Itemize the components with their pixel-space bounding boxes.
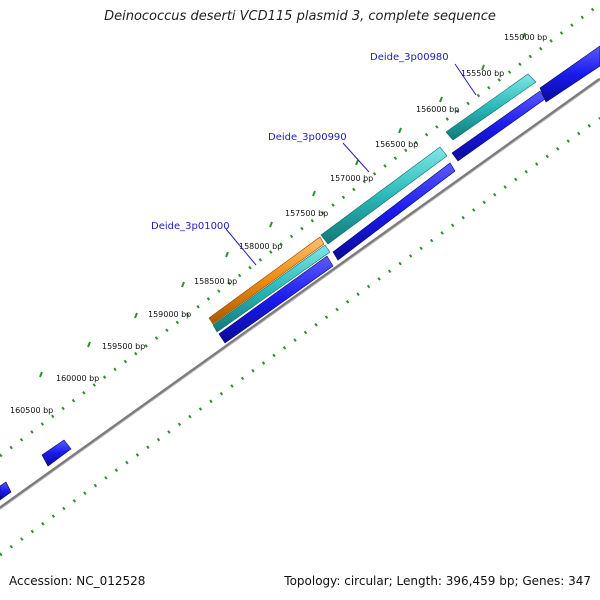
cds-feature[interactable]	[218, 255, 334, 344]
tick-label: 157000 bp	[330, 174, 373, 183]
tick-label: 155000 bp	[504, 33, 547, 42]
gene-feature-deide-3p00990[interactable]	[320, 146, 448, 245]
tick-label: 159000 bp	[148, 310, 191, 319]
gene-feature-deide-3p00980[interactable]	[445, 73, 537, 141]
gene-leader-lines	[225, 63, 477, 266]
tick-label: 156500 bp	[375, 140, 418, 149]
tick-label: 159500 bp	[102, 342, 145, 351]
gene-labels: Deide_3p00980 Deide_3p00990 Deide_3p0100…	[151, 52, 449, 232]
scale-ticks	[39, 32, 526, 378]
cds-feature[interactable]	[539, 45, 600, 103]
gene-label-deide-3p00990[interactable]: Deide_3p00990	[268, 132, 347, 143]
gene-feature-deide-3p01000[interactable]	[208, 236, 331, 333]
tick-label: 155500 bp	[461, 69, 504, 78]
tick-label: 160000 bp	[56, 374, 99, 383]
cds-feature[interactable]	[0, 481, 12, 501]
tick-label: 158500 bp	[194, 277, 237, 286]
gene-label-deide-3p01000[interactable]: Deide_3p01000	[151, 221, 230, 232]
tick-label: 156000 bp	[416, 105, 459, 114]
outer-tick-ring	[0, 2, 600, 458]
cds-feature[interactable]	[41, 439, 72, 467]
gene-label-deide-3p00980[interactable]: Deide_3p00980	[370, 52, 449, 63]
inner-tick-ring	[0, 116, 600, 557]
tick-label: 160500 bp	[10, 406, 53, 415]
tick-label: 158000 bp	[239, 242, 282, 251]
sequence-summary: Topology: circular; Length: 396,459 bp; …	[284, 574, 591, 588]
map-title: Deinococcus deserti VCD115 plasmid 3, co…	[104, 9, 496, 24]
cds-feature[interactable]	[332, 162, 456, 261]
scale-labels: 155000 bp 155500 bp 156000 bp 156500 bp …	[10, 33, 547, 415]
cds-feature[interactable]	[451, 90, 546, 162]
accession-text: Accession: NC_012528	[9, 574, 146, 588]
sequence-backbone	[0, 77, 600, 510]
tick-label: 157500 bp	[285, 209, 328, 218]
